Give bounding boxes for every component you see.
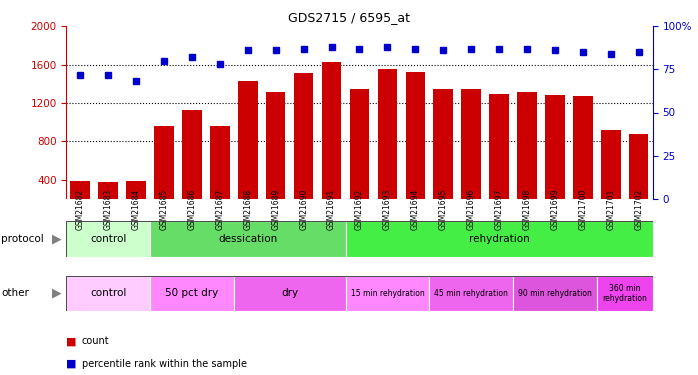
Text: GSM21702: GSM21702 xyxy=(634,188,643,230)
Bar xyxy=(266,92,285,218)
Text: GSM21698: GSM21698 xyxy=(523,188,531,230)
Bar xyxy=(350,90,369,218)
Bar xyxy=(70,180,90,218)
Bar xyxy=(601,130,621,218)
Text: other: other xyxy=(1,288,29,298)
Text: percentile rank within the sample: percentile rank within the sample xyxy=(82,359,246,369)
Text: control: control xyxy=(90,288,126,298)
Text: 45 min rehydration: 45 min rehydration xyxy=(434,289,508,298)
Bar xyxy=(429,276,513,311)
Text: GSM21696: GSM21696 xyxy=(467,188,475,230)
Bar xyxy=(573,96,593,218)
Bar xyxy=(238,81,258,218)
Text: rehydration: rehydration xyxy=(468,234,530,244)
Text: GSM21682: GSM21682 xyxy=(76,189,84,230)
Text: GSM21689: GSM21689 xyxy=(272,188,280,230)
Bar xyxy=(517,92,537,218)
Text: GSM21697: GSM21697 xyxy=(495,188,503,230)
Bar xyxy=(597,276,653,311)
Bar xyxy=(294,73,313,218)
Text: 15 min rehydration: 15 min rehydration xyxy=(350,289,424,298)
Bar xyxy=(98,182,118,218)
Text: GDS2715 / 6595_at: GDS2715 / 6595_at xyxy=(288,11,410,24)
Text: protocol: protocol xyxy=(1,234,44,244)
Bar xyxy=(489,94,509,218)
Text: 90 min rehydration: 90 min rehydration xyxy=(518,289,592,298)
Bar xyxy=(154,126,174,218)
Bar xyxy=(461,90,481,218)
Bar xyxy=(150,221,346,257)
Bar xyxy=(66,221,150,257)
Text: ■: ■ xyxy=(66,336,77,346)
Text: GSM21700: GSM21700 xyxy=(579,188,587,230)
Text: GSM21683: GSM21683 xyxy=(104,188,112,230)
Bar xyxy=(126,181,146,218)
Bar xyxy=(150,276,234,311)
Text: GSM21699: GSM21699 xyxy=(551,188,559,230)
Text: GSM21701: GSM21701 xyxy=(607,188,615,230)
Text: GSM21687: GSM21687 xyxy=(216,188,224,230)
Bar xyxy=(346,221,653,257)
Text: 360 min
rehydration: 360 min rehydration xyxy=(602,284,647,303)
Text: GSM21691: GSM21691 xyxy=(327,188,336,230)
Text: control: control xyxy=(90,234,126,244)
Text: GSM21684: GSM21684 xyxy=(132,188,140,230)
Text: GSM21695: GSM21695 xyxy=(439,188,447,230)
Text: GSM21692: GSM21692 xyxy=(355,188,364,230)
Text: GSM21694: GSM21694 xyxy=(411,188,419,230)
Text: GSM21690: GSM21690 xyxy=(299,188,308,230)
Text: ▶: ▶ xyxy=(52,287,61,300)
Bar xyxy=(66,276,150,311)
Bar xyxy=(513,276,597,311)
Text: GSM21686: GSM21686 xyxy=(188,188,196,230)
Bar xyxy=(234,276,346,311)
Bar xyxy=(545,95,565,218)
Text: GSM21688: GSM21688 xyxy=(244,189,252,230)
Bar xyxy=(346,276,429,311)
Bar xyxy=(406,72,425,218)
Bar xyxy=(433,90,453,218)
Text: dessication: dessication xyxy=(218,234,277,244)
Bar xyxy=(182,110,202,218)
Text: dry: dry xyxy=(281,288,298,298)
Bar xyxy=(629,134,648,218)
Bar xyxy=(378,69,397,218)
Text: GSM21685: GSM21685 xyxy=(160,188,168,230)
Text: ■: ■ xyxy=(66,359,77,369)
Bar xyxy=(322,62,341,218)
Bar xyxy=(210,126,230,218)
Text: ▶: ▶ xyxy=(52,233,61,246)
Text: count: count xyxy=(82,336,110,346)
Text: 50 pct dry: 50 pct dry xyxy=(165,288,218,298)
Text: GSM21693: GSM21693 xyxy=(383,188,392,230)
